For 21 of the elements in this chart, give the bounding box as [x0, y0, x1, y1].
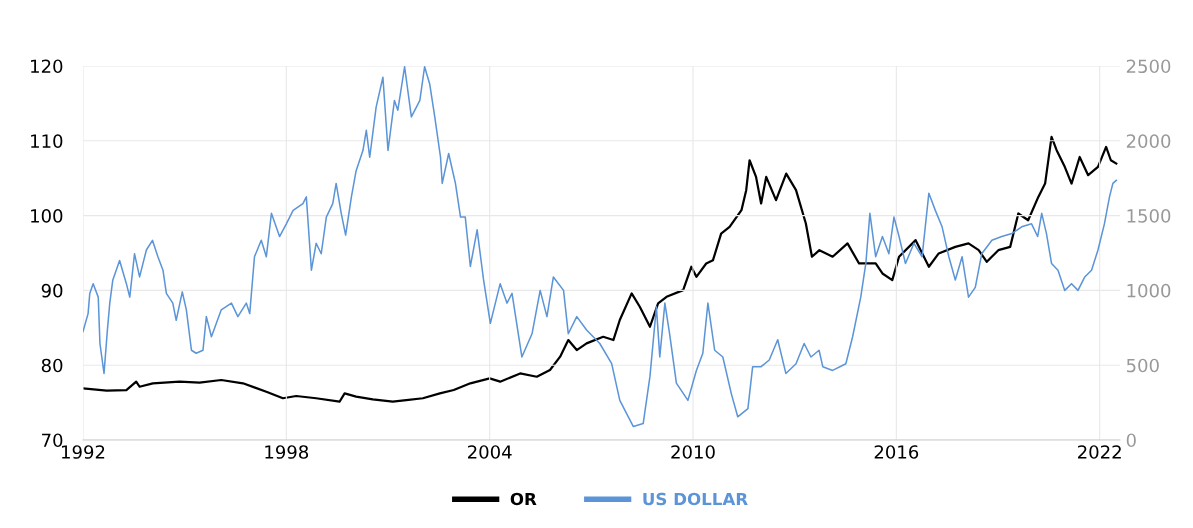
y2-tick-label: 2000	[1126, 134, 1171, 148]
x-tick-label: 2016	[874, 445, 919, 459]
y-tick-label: 120	[31, 59, 63, 74]
legend-label: OR	[510, 492, 537, 506]
y2-tick-label: 2500	[1126, 59, 1171, 74]
y-tick-label: 110	[31, 134, 63, 148]
y2-tick-label: 1000	[1127, 283, 1171, 298]
x-tick-label: 1992	[62, 445, 105, 459]
y2-tick-label: 0	[1126, 433, 1136, 448]
line-series	[83, 135, 1118, 403]
y-tick-label: 80	[41, 358, 63, 373]
x-tick-label: 2010	[671, 445, 715, 459]
y2-tick-label: 1500	[1127, 209, 1171, 223]
x-tick-label: 1998	[265, 445, 309, 459]
y-tick-label: 100	[31, 209, 63, 223]
y-tick-label: 70	[42, 433, 63, 448]
y-tick-label: 90	[41, 283, 63, 298]
x-tick-label: 2022	[1078, 445, 1121, 459]
legend-label: US DOLLAR	[643, 492, 748, 506]
x-tick-label: 2004	[468, 445, 512, 459]
y2-tick-label: 500	[1126, 358, 1159, 373]
